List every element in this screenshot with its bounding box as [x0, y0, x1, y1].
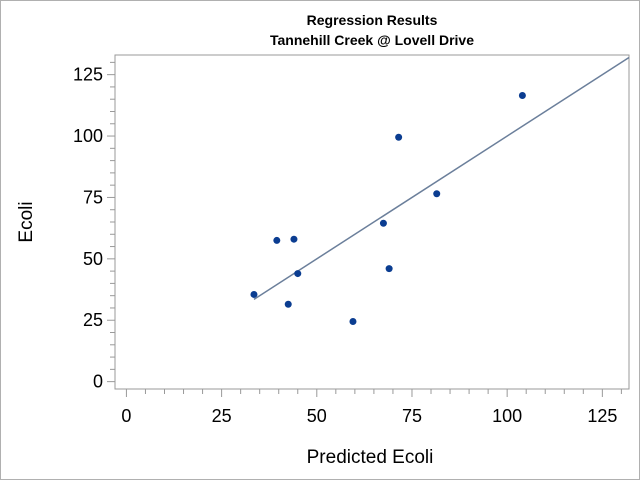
x-tick-label: 75	[402, 406, 422, 426]
data-point	[250, 290, 258, 298]
data-point	[385, 265, 393, 273]
y-tick-label: 50	[83, 249, 103, 269]
plot-area	[114, 54, 630, 390]
x-tick-label: 125	[587, 406, 617, 426]
data-point	[349, 317, 357, 325]
data-point	[379, 219, 387, 227]
x-tick-label: 0	[121, 406, 131, 426]
chart-subtitle: Tannehill Creek @ Lovell Drive	[270, 32, 474, 48]
y-tick-label: 75	[83, 187, 103, 207]
x-axis-label: Predicted Ecoli	[307, 447, 434, 468]
data-points	[250, 92, 526, 325]
y-tick-label: 0	[93, 372, 103, 392]
y-axis: 0 25 50 75 100 125	[73, 61, 115, 392]
regression-fit-line	[253, 56, 630, 300]
y-tick-label: 25	[83, 310, 103, 330]
data-point	[273, 236, 281, 244]
data-point	[290, 235, 298, 243]
x-axis: 0 25 50 75 100 125	[121, 389, 622, 426]
x-tick-label: 25	[212, 406, 232, 426]
x-tick-label: 100	[492, 406, 522, 426]
y-axis-label: Ecoli	[16, 201, 37, 242]
data-point	[518, 92, 526, 100]
data-point	[433, 190, 441, 198]
x-tick-label: 50	[307, 406, 327, 426]
y-tick-label: 100	[73, 126, 103, 146]
y-tick-label: 125	[73, 65, 103, 85]
data-point	[284, 300, 292, 308]
data-point	[395, 133, 403, 141]
chart-title: Regression Results	[307, 12, 438, 28]
data-point	[294, 270, 302, 278]
